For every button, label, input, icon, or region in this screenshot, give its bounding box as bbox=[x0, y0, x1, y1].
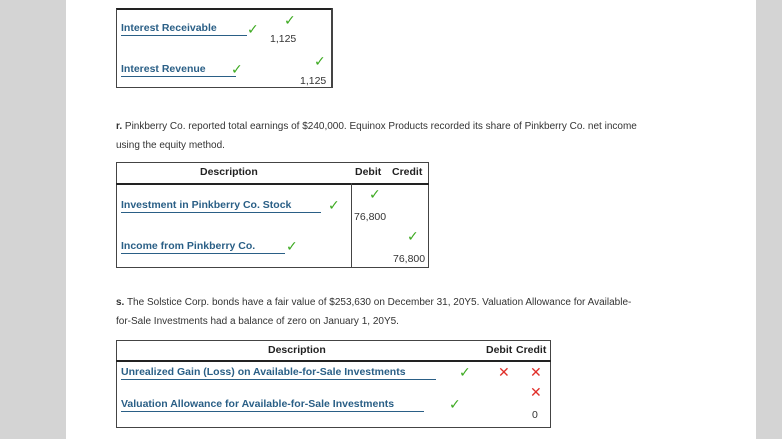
debit-value[interactable]: 1,125 bbox=[270, 33, 297, 45]
header-debit: Debit bbox=[355, 166, 382, 178]
check-icon: ✓ bbox=[328, 197, 340, 213]
header-description: Description bbox=[200, 166, 258, 178]
check-icon: ✓ bbox=[407, 228, 419, 244]
problem-letter: s. bbox=[116, 297, 125, 308]
debit-divider-r bbox=[351, 183, 352, 268]
header-rule bbox=[116, 183, 429, 185]
problem-r-text: r. Pinkberry Co. reported total earnings… bbox=[116, 117, 746, 155]
header-credit: Credit bbox=[392, 166, 423, 178]
account-investment-pinkberry[interactable]: Investment in Pinkberry Co. Stock bbox=[121, 199, 322, 213]
page: ✓ Interest Receivable ✓ 1,125 ✓ Interest… bbox=[66, 0, 756, 439]
check-icon: ✓ bbox=[284, 12, 296, 28]
cross-icon: ✕ bbox=[498, 364, 510, 380]
journal-table-q-right bbox=[116, 8, 333, 88]
check-icon: ✓ bbox=[459, 364, 471, 380]
cross-icon: ✕ bbox=[530, 384, 542, 400]
problem-text-line2: using the equity method. bbox=[116, 140, 225, 151]
credit-value[interactable]: 0 bbox=[532, 409, 538, 421]
account-interest-revenue[interactable]: Interest Revenue bbox=[121, 63, 236, 77]
journal-table-s bbox=[116, 340, 551, 428]
check-icon: ✓ bbox=[286, 238, 298, 254]
check-icon: ✓ bbox=[369, 186, 381, 202]
header-credit: Credit bbox=[516, 344, 547, 356]
account-income-pinkberry[interactable]: Income from Pinkberry Co. bbox=[121, 240, 286, 254]
problem-s-text: s. The Solstice Corp. bonds have a fair … bbox=[116, 293, 746, 331]
header-rule bbox=[116, 360, 551, 362]
header-debit: Debit bbox=[486, 344, 513, 356]
check-icon: ✓ bbox=[449, 396, 461, 412]
debit-value[interactable]: 76,800 bbox=[354, 211, 387, 223]
journal-table-q bbox=[116, 8, 332, 88]
account-interest-receivable[interactable]: Interest Receivable bbox=[121, 22, 247, 36]
journal-table-r bbox=[116, 162, 429, 268]
credit-value[interactable]: 1,125 bbox=[300, 75, 327, 87]
cross-icon: ✕ bbox=[530, 364, 542, 380]
account-valuation-allowance[interactable]: Valuation Allowance for Available-for-Sa… bbox=[121, 398, 425, 412]
check-icon: ✓ bbox=[314, 53, 326, 69]
problem-text-line1: The Solstice Corp. bonds have a fair val… bbox=[126, 297, 632, 308]
problem-text-line1: Pinkberry Co. reported total earnings of… bbox=[124, 121, 637, 132]
problem-text-line2: for-Sale Investments had a balance of ze… bbox=[116, 316, 399, 327]
header-description: Description bbox=[268, 344, 326, 356]
check-icon: ✓ bbox=[247, 21, 259, 37]
problem-letter: r. bbox=[116, 121, 123, 132]
account-unrealized-gain-loss[interactable]: Unrealized Gain (Loss) on Available-for-… bbox=[121, 366, 436, 380]
credit-value[interactable]: 76,800 bbox=[393, 253, 426, 265]
check-icon: ✓ bbox=[231, 61, 243, 77]
